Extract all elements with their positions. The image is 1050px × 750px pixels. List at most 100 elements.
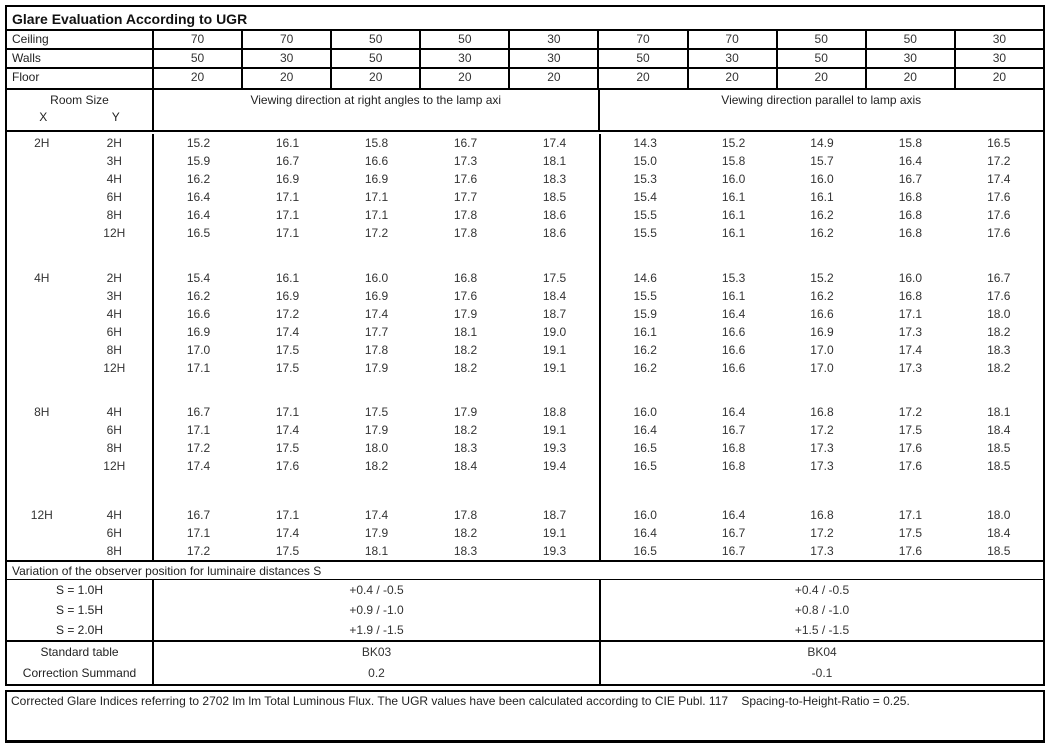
variation-value-parallel: +0.4 / -0.5: [794, 583, 850, 597]
right-angles-values: [154, 475, 601, 506]
room-size-cell: [7, 475, 154, 506]
ugr-value-cell: 17.3: [898, 361, 923, 375]
ugr-value-cell: 17.6: [987, 226, 1011, 240]
ugr-value-cell: 17.4: [275, 423, 300, 437]
ugr-value-cell: 16.4: [186, 190, 211, 204]
ugr-row: 8H 17.0 17.5 17.8 18.2 19.1 16.2 16.6 17.0 17.4 18…: [7, 341, 1043, 359]
ugr-value-cell: 17.3: [453, 154, 478, 168]
ugr-value-cell: 17.9: [364, 423, 389, 437]
ugr-value-cell: 16.6: [721, 343, 746, 357]
ugr-value-cell: 16.4: [633, 526, 657, 540]
ugr-value-cell: 16.2: [633, 343, 657, 357]
room-size-cell: 4H 2H: [7, 269, 154, 287]
ugr-value-cell: 16.2: [810, 289, 834, 303]
surface-value-cell: 20: [599, 69, 689, 88]
room-x-label: [7, 323, 77, 341]
ugr-value-cell: 17.6: [987, 289, 1011, 303]
ugr-value-cell: 17.8: [453, 508, 478, 522]
ugr-value-cell: 17.8: [453, 208, 478, 222]
room-y-label: 2H: [106, 271, 122, 285]
ugr-value-cell: 17.4: [275, 526, 300, 540]
room-y-label: 6H: [106, 423, 122, 437]
ugr-value-cell: 17.7: [453, 190, 478, 204]
ugr-row: 8H 16.4 17.1 17.1 17.8 18.6 15.5 16.1 16.2 16.8 17…: [7, 206, 1043, 224]
ugr-value-cell: 19.0: [542, 325, 567, 339]
ugr-row: 3H 16.2 16.9 16.9 17.6 18.4 15.5 16.1 16.2 16.8 17…: [7, 287, 1043, 305]
ugr-value-cell: 16.5: [633, 544, 657, 558]
ugr-value-cell: 19.1: [542, 526, 567, 540]
ugr-value-cell: 17.6: [898, 459, 923, 473]
right-angles-values: [154, 377, 601, 403]
ugr-value-cell: 17.2: [810, 526, 834, 540]
room-x-label: [7, 524, 77, 542]
ugr-row: 6H 16.4 17.1 17.1 17.7 18.5 15.4 16.1 16.1 16.8 17…: [7, 188, 1043, 206]
right-angles-values: [154, 242, 601, 269]
surface-reflectance-rows: Ceiling 70 70 50 50 30 70 70 50 50 30 Walls 50 30 50 30…: [7, 31, 1043, 90]
surface-value-cell: 50: [778, 31, 867, 48]
ugr-value-cell: 17.1: [898, 508, 923, 522]
ugr-row: 3H 15.9 16.7 16.6 17.3 18.1 15.0 15.8 15.7 16.4 17…: [7, 152, 1043, 170]
room-x-label: 12H: [30, 508, 53, 522]
ugr-value-cell: 16.5: [186, 226, 211, 240]
surface-value-cell: 30: [992, 51, 1007, 65]
summary-row-label: Standard table: [7, 642, 154, 663]
ugr-value-cell: 16.2: [186, 289, 211, 303]
right-angles-values: 17.2 17.5 18.0 18.3 19.3: [154, 439, 601, 457]
room-size-cell: 6H: [7, 524, 154, 542]
parallel-values: [601, 242, 1043, 269]
ugr-value-cell: 16.7: [275, 154, 300, 168]
ugr-value-cell: 19.4: [542, 459, 567, 473]
ugr-value-cell: 17.7: [364, 325, 389, 339]
ugr-value-cell: 16.7: [721, 544, 746, 558]
ugr-value-cell: 18.4: [987, 526, 1011, 540]
ugr-value-cell: 17.1: [275, 508, 300, 522]
room-y-label: 3H: [106, 289, 122, 303]
ugr-value-cell: 17.4: [898, 343, 923, 357]
ugr-value-cell: 17.6: [898, 544, 923, 558]
right-angles-values: 16.2 16.9 16.9 17.6 18.3: [154, 170, 601, 188]
surface-row-label: Floor: [7, 69, 154, 88]
ugr-value-cell: 17.0: [810, 343, 834, 357]
ugr-value-cell: 16.7: [987, 271, 1011, 285]
ugr-row: 4H 16.2 16.9 16.9 17.6 18.3 15.3 16.0 16.0 16.7 17…: [7, 170, 1043, 188]
ugr-value-cell: 16.7: [721, 526, 746, 540]
ugr-values-area: 2H 2H 15.2 16.1 15.8 16.7 17.4 14.3 15.2 14.9 15.8…: [7, 132, 1043, 560]
ugr-value-cell: 15.2: [721, 136, 746, 150]
ugr-row: 4H 2H 15.4 16.1 16.0 16.8 17.5 14.6 15.3 15.2 16.0…: [7, 269, 1043, 287]
surface-value-cell: 70: [243, 31, 333, 48]
ugr-row: 6H 17.1 17.4 17.9 18.2 19.1 16.4 16.7 17.2 17.5 18…: [7, 524, 1043, 542]
ugr-value-cell: 18.5: [542, 190, 567, 204]
ugr-value-cell: 18.6: [542, 208, 567, 222]
ugr-row: [7, 475, 1043, 506]
room-x-label: [7, 287, 77, 305]
ugr-value-cell: 17.8: [364, 343, 389, 357]
ugr-value-cell: 17.6: [453, 289, 478, 303]
ugr-value-cell: 17.3: [810, 459, 834, 473]
ugr-value-cell: 16.4: [186, 208, 211, 222]
ugr-value-cell: 17.4: [275, 325, 300, 339]
viewing-direction-parallel-heading: Viewing direction parallel to lamp axis: [721, 93, 922, 107]
room-x-label: 2H: [34, 136, 50, 150]
room-y-label: 3H: [106, 154, 122, 168]
room-size-cell: 12H: [7, 457, 154, 475]
room-y-label: 8H: [106, 208, 122, 222]
ugr-value-cell: 16.8: [721, 441, 746, 455]
room-y-label: 4H: [106, 307, 122, 321]
surface-row: Walls 50 30 50 30 30 50 30 50 30 30: [7, 50, 1043, 69]
ugr-value-cell: 16.5: [633, 441, 657, 455]
ugr-value-cell: 16.1: [721, 289, 746, 303]
ugr-value-cell: 16.4: [721, 307, 746, 321]
x-axis-label: X: [39, 110, 48, 124]
ugr-value-cell: 17.2: [987, 154, 1011, 168]
ugr-value-cell: 15.3: [721, 271, 746, 285]
ugr-value-cell: 16.1: [275, 271, 300, 285]
summary-value-left: BK03: [154, 642, 601, 663]
ugr-row: 4H 16.6 17.2 17.4 17.9 18.7 15.9 16.4 16.6 17.1 18…: [7, 305, 1043, 323]
y-axis-label: Y: [111, 110, 120, 124]
room-size-cell: 8H: [7, 542, 154, 560]
room-y-label: [77, 242, 152, 269]
ugr-value-cell: 17.5: [364, 405, 389, 419]
room-x-label: [7, 170, 77, 188]
ugr-value-cell: 17.9: [453, 307, 478, 321]
ugr-value-cell: 17.1: [186, 361, 211, 375]
